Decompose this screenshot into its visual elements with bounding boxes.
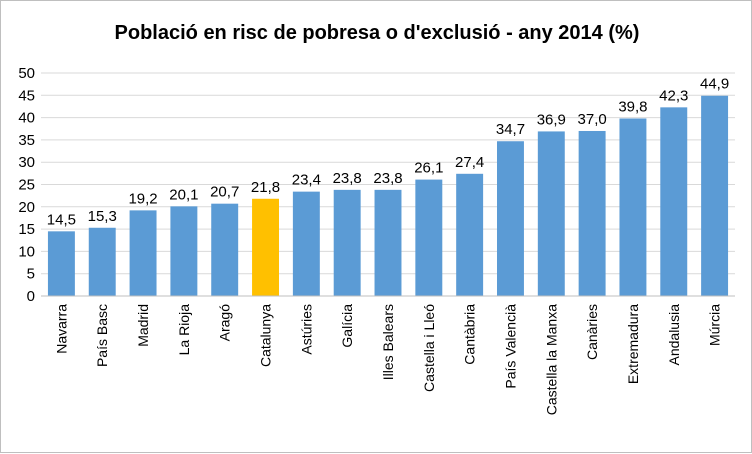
data-label: 34,7 [496, 121, 525, 138]
bar [701, 95, 729, 296]
category-label: Múrcia [707, 304, 723, 346]
category-label: Andalusia [666, 304, 682, 366]
bar [660, 107, 688, 296]
bar [415, 179, 443, 296]
y-tick-label: 45 [18, 87, 35, 104]
y-tick-label: 40 [18, 110, 35, 127]
data-label: 39,8 [618, 98, 647, 115]
data-label: 20,1 [169, 186, 198, 203]
bar [129, 210, 157, 296]
category-label: Canàries [584, 304, 600, 360]
data-label: 26,1 [414, 160, 443, 177]
category-label: Astúries [298, 304, 314, 355]
bar [619, 118, 647, 296]
bar [374, 189, 402, 296]
category-labels: Navarra País Basc Madrid La Rioja Aragó Catal… [53, 304, 722, 415]
data-label: 19,2 [128, 190, 157, 207]
y-tick-label: 20 [18, 199, 35, 216]
category-label: Extremadura [625, 304, 641, 384]
category-label: Aragó [217, 304, 233, 342]
bar [292, 191, 320, 296]
data-label: 20,7 [210, 184, 239, 201]
y-tick-label: 0 [27, 288, 35, 305]
category-label: País Basc [94, 304, 110, 367]
data-label: 37,0 [578, 111, 607, 128]
data-label: 23,4 [292, 172, 321, 189]
gridlines [41, 72, 735, 275]
data-label: 27,4 [455, 154, 484, 171]
category-label: Galícia [339, 304, 355, 348]
bar [333, 189, 361, 296]
category-label: Madrid [135, 304, 151, 347]
category-label: Castella i Lleó [421, 304, 437, 392]
category-label: País Valencià [502, 304, 518, 389]
data-label: 23,8 [333, 170, 362, 187]
y-tick-label: 10 [18, 243, 35, 260]
category-label: Catalunya [258, 304, 274, 367]
y-tick-label: 5 [27, 266, 35, 283]
y-axis-ticks: 0 5 10 15 20 25 30 35 40 45 50 [18, 65, 35, 305]
bar [252, 198, 280, 296]
bar [170, 206, 198, 296]
category-label: Castella la Manxa [543, 304, 559, 415]
y-tick-label: 50 [18, 65, 35, 82]
data-labels: 14,5 15,3 19,2 20,1 20,7 21,8 23,4 23,8 23,8 26,1… [47, 76, 729, 229]
category-label: Navarra [53, 304, 69, 354]
bar [211, 203, 239, 296]
bar [496, 141, 524, 296]
data-label: 15,3 [88, 208, 117, 225]
data-label: 44,9 [700, 76, 729, 93]
bar [47, 231, 75, 296]
y-tick-label: 25 [18, 177, 35, 194]
bar [537, 131, 565, 296]
bar [456, 173, 484, 296]
category-label: Illes Balears [380, 304, 396, 380]
data-label: 21,8 [251, 179, 280, 196]
bar [578, 130, 606, 296]
data-label: 23,8 [373, 170, 402, 187]
data-label: 36,9 [537, 111, 566, 128]
chart-title: Població en risc de pobresa o d'exclusió… [115, 22, 640, 44]
bar [88, 227, 116, 296]
bars [47, 95, 729, 296]
y-tick-label: 30 [18, 154, 35, 171]
data-label: 42,3 [659, 87, 688, 104]
y-tick-label: 15 [18, 221, 35, 238]
data-label: 14,5 [47, 211, 76, 228]
y-tick-label: 35 [18, 132, 35, 149]
category-label: La Rioja [176, 304, 192, 356]
category-label: Cantàbria [462, 304, 478, 365]
